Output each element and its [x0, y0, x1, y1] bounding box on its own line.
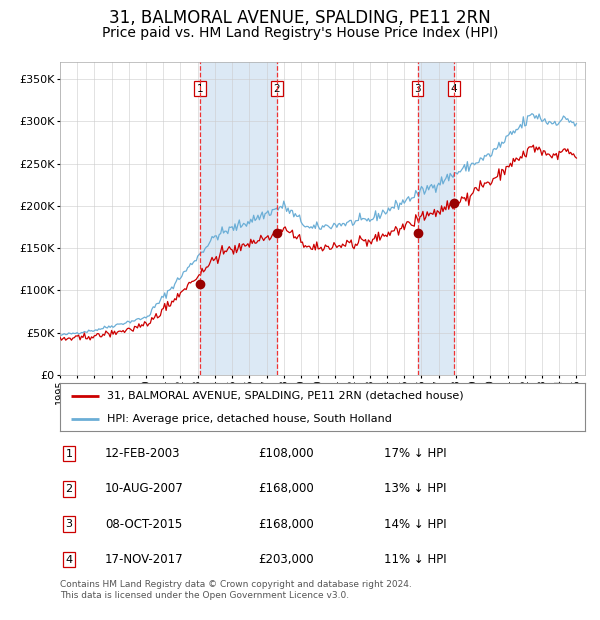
Text: 31, BALMORAL AVENUE, SPALDING, PE11 2RN: 31, BALMORAL AVENUE, SPALDING, PE11 2RN [109, 9, 491, 27]
Text: 4: 4 [451, 84, 457, 94]
Text: 4: 4 [65, 554, 73, 565]
Bar [200, 62, 277, 375]
Text: Price paid vs. HM Land Registry's House Price Index (HPI): Price paid vs. HM Land Registry's House … [102, 26, 498, 40]
Text: Contains HM Land Registry data © Crown copyright and database right 2024.
This d: Contains HM Land Registry data © Crown c… [60, 580, 412, 600]
Text: 10-AUG-2007: 10-AUG-2007 [105, 482, 184, 495]
Text: 11% ↓ HPI: 11% ↓ HPI [384, 553, 446, 566]
Text: 17% ↓ HPI: 17% ↓ HPI [384, 447, 446, 460]
Text: £168,000: £168,000 [258, 518, 314, 531]
Text: £108,000: £108,000 [258, 447, 314, 460]
Text: 1: 1 [65, 448, 73, 459]
Text: 08-OCT-2015: 08-OCT-2015 [105, 518, 182, 531]
Text: 17-NOV-2017: 17-NOV-2017 [105, 553, 184, 566]
Text: 3: 3 [65, 519, 73, 529]
Text: 14% ↓ HPI: 14% ↓ HPI [384, 518, 446, 531]
Text: 13% ↓ HPI: 13% ↓ HPI [384, 482, 446, 495]
Text: HPI: Average price, detached house, South Holland: HPI: Average price, detached house, Sout… [107, 414, 392, 424]
Text: 31, BALMORAL AVENUE, SPALDING, PE11 2RN (detached house): 31, BALMORAL AVENUE, SPALDING, PE11 2RN … [107, 391, 464, 401]
Bar [418, 62, 454, 375]
Text: £203,000: £203,000 [258, 553, 314, 566]
Text: 1: 1 [196, 84, 203, 94]
Text: 12-FEB-2003: 12-FEB-2003 [105, 447, 181, 460]
Text: 2: 2 [274, 84, 280, 94]
Text: 3: 3 [414, 84, 421, 94]
Text: 2: 2 [65, 484, 73, 494]
Text: £168,000: £168,000 [258, 482, 314, 495]
